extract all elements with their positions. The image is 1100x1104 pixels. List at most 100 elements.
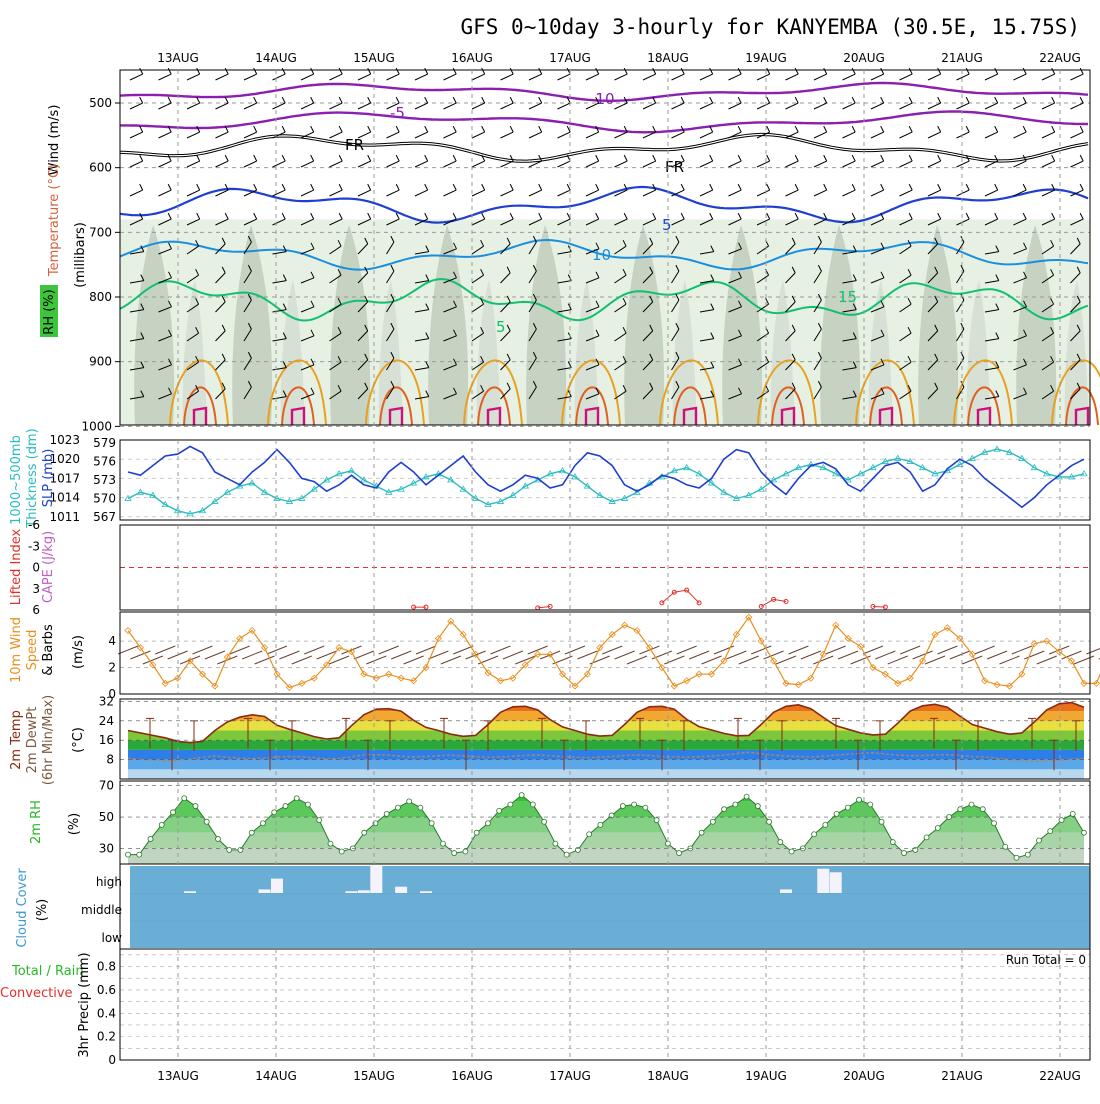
upper-wind-barb-flag: [310, 387, 315, 395]
upper-wind-barb: [984, 73, 998, 81]
rh-point: [811, 831, 817, 838]
thickness-point: [347, 466, 356, 474]
upper-wind-barb-flag: [196, 67, 201, 75]
contour-label: 5: [496, 318, 506, 336]
rh-point: [158, 821, 165, 828]
upper-wind-barb: [614, 245, 627, 255]
upper-wind-barb: [186, 102, 200, 110]
upper-wind-barb-flag: [167, 125, 172, 133]
isotherm-25: [477, 386, 511, 426]
upper-wind-barb: [158, 335, 172, 342]
upper-wind-barb-flag: [224, 67, 229, 75]
cloud-high-bar: [345, 891, 358, 893]
upper-wind-barb: [443, 248, 457, 255]
upper-wind-barb-flag: [817, 264, 822, 272]
wind-speed-point: [509, 674, 517, 682]
upper-wind-barb: [842, 396, 857, 400]
upper-wind-barb-flag: [817, 235, 822, 243]
rh-point: [597, 821, 604, 828]
upper-wind-barb: [870, 218, 884, 226]
upper-wind-barb: [528, 299, 537, 313]
upper-wind-barb-flag: [766, 125, 771, 133]
upper-wind-barb-flag: [139, 154, 144, 162]
upper-wind-barb-flag: [851, 183, 856, 191]
upper-wind-barb-flag: [1076, 295, 1081, 303]
upper-wind-barb-flag: [880, 212, 885, 220]
thickness-point: [149, 491, 157, 498]
upper-wind-barb-flag: [995, 274, 1000, 281]
upper-wind-barb-flag: [195, 268, 200, 276]
cloud-high-bar: [419, 891, 432, 893]
upper-wind-barb-flag: [652, 125, 657, 133]
upper-wind-barb: [272, 102, 286, 110]
pressure-tick-label: 900: [89, 355, 112, 369]
upper-wind-barb: [956, 328, 965, 342]
upper-wind-barb: [756, 245, 769, 255]
wind-barb: [1036, 655, 1057, 665]
upper-wind-barb: [756, 361, 769, 371]
thickness-point: [608, 497, 616, 504]
upper-wind-barb: [585, 218, 599, 226]
upper-wind-barb: [129, 251, 144, 255]
isotherm-20: [659, 359, 719, 426]
thickness-point: [211, 497, 219, 504]
wind-barb: [229, 645, 250, 655]
upper-wind-barb: [813, 299, 822, 313]
thickness-point: [931, 470, 939, 477]
li-segment: [760, 598, 774, 607]
isotherm-25: [1065, 386, 1099, 426]
upper-wind-barb: [500, 189, 514, 197]
thickness-point: [198, 506, 207, 514]
upper-wind-barb-flag: [965, 212, 970, 220]
upper-wind-barb-flag: [567, 361, 572, 368]
upper-wind-barb-flag: [452, 212, 457, 220]
thickness-point: [1043, 470, 1051, 477]
li-segment: [537, 605, 551, 609]
thickness-point: [844, 476, 852, 483]
upper-wind-barb: [414, 189, 428, 197]
wind-barb: [415, 645, 437, 655]
upper-wind-barb-flag: [965, 96, 970, 104]
upper-wind-barb-flag: [1051, 96, 1056, 104]
li-segment: [686, 589, 700, 604]
cloud-high-bar: [357, 890, 370, 893]
upper-wind-barb: [158, 131, 172, 139]
wind-barb: [751, 645, 772, 655]
upper-wind-barb-flag: [532, 293, 537, 301]
upper-wind-barb: [728, 160, 742, 168]
rh-point: [721, 806, 727, 813]
upper-wind-barb-flag: [195, 297, 200, 305]
wind-speed-point: [683, 677, 691, 685]
li-tick: 0: [32, 561, 40, 575]
upper-wind-barb-flag: [424, 96, 429, 104]
rh-shade-column: [624, 225, 665, 425]
upper-wind-barb: [756, 131, 770, 139]
temp2m-label-1: 2m Temp: [9, 710, 24, 770]
upper-wind-barb-flag: [791, 295, 796, 303]
wind-speed-point: [298, 679, 306, 687]
wind-speed-point: [856, 642, 865, 650]
rh-tick: 30: [99, 841, 114, 855]
rh-shade-column-light: [280, 280, 305, 425]
thickness-point: [124, 494, 132, 501]
upper-wind-barb-flag: [934, 353, 939, 361]
upper-wind-barb-flag: [1076, 324, 1081, 332]
upper-wind-barb-flag: [337, 384, 342, 392]
li-point: [659, 600, 665, 606]
wind-barb: [428, 650, 449, 660]
wind-barb: [999, 655, 1020, 665]
upper-wind-barb-flag: [509, 125, 514, 133]
upper-wind-barb: [329, 73, 343, 81]
upper-wind-barb: [528, 270, 537, 284]
rh-point: [844, 804, 851, 811]
upper-wind-barb: [215, 131, 229, 139]
upper-wind-barb-flag: [851, 96, 856, 104]
upper-wind-barb: [728, 277, 742, 284]
upper-wind-barb: [585, 189, 599, 197]
upper-wind-barb-flag: [310, 96, 315, 104]
upper-wind-barb-flag: [338, 67, 343, 75]
upper-wind-barb: [956, 386, 965, 400]
upper-wind-barb-flag: [509, 67, 514, 75]
upper-wind-barb: [471, 332, 484, 342]
upper-wind-barb: [471, 218, 485, 226]
